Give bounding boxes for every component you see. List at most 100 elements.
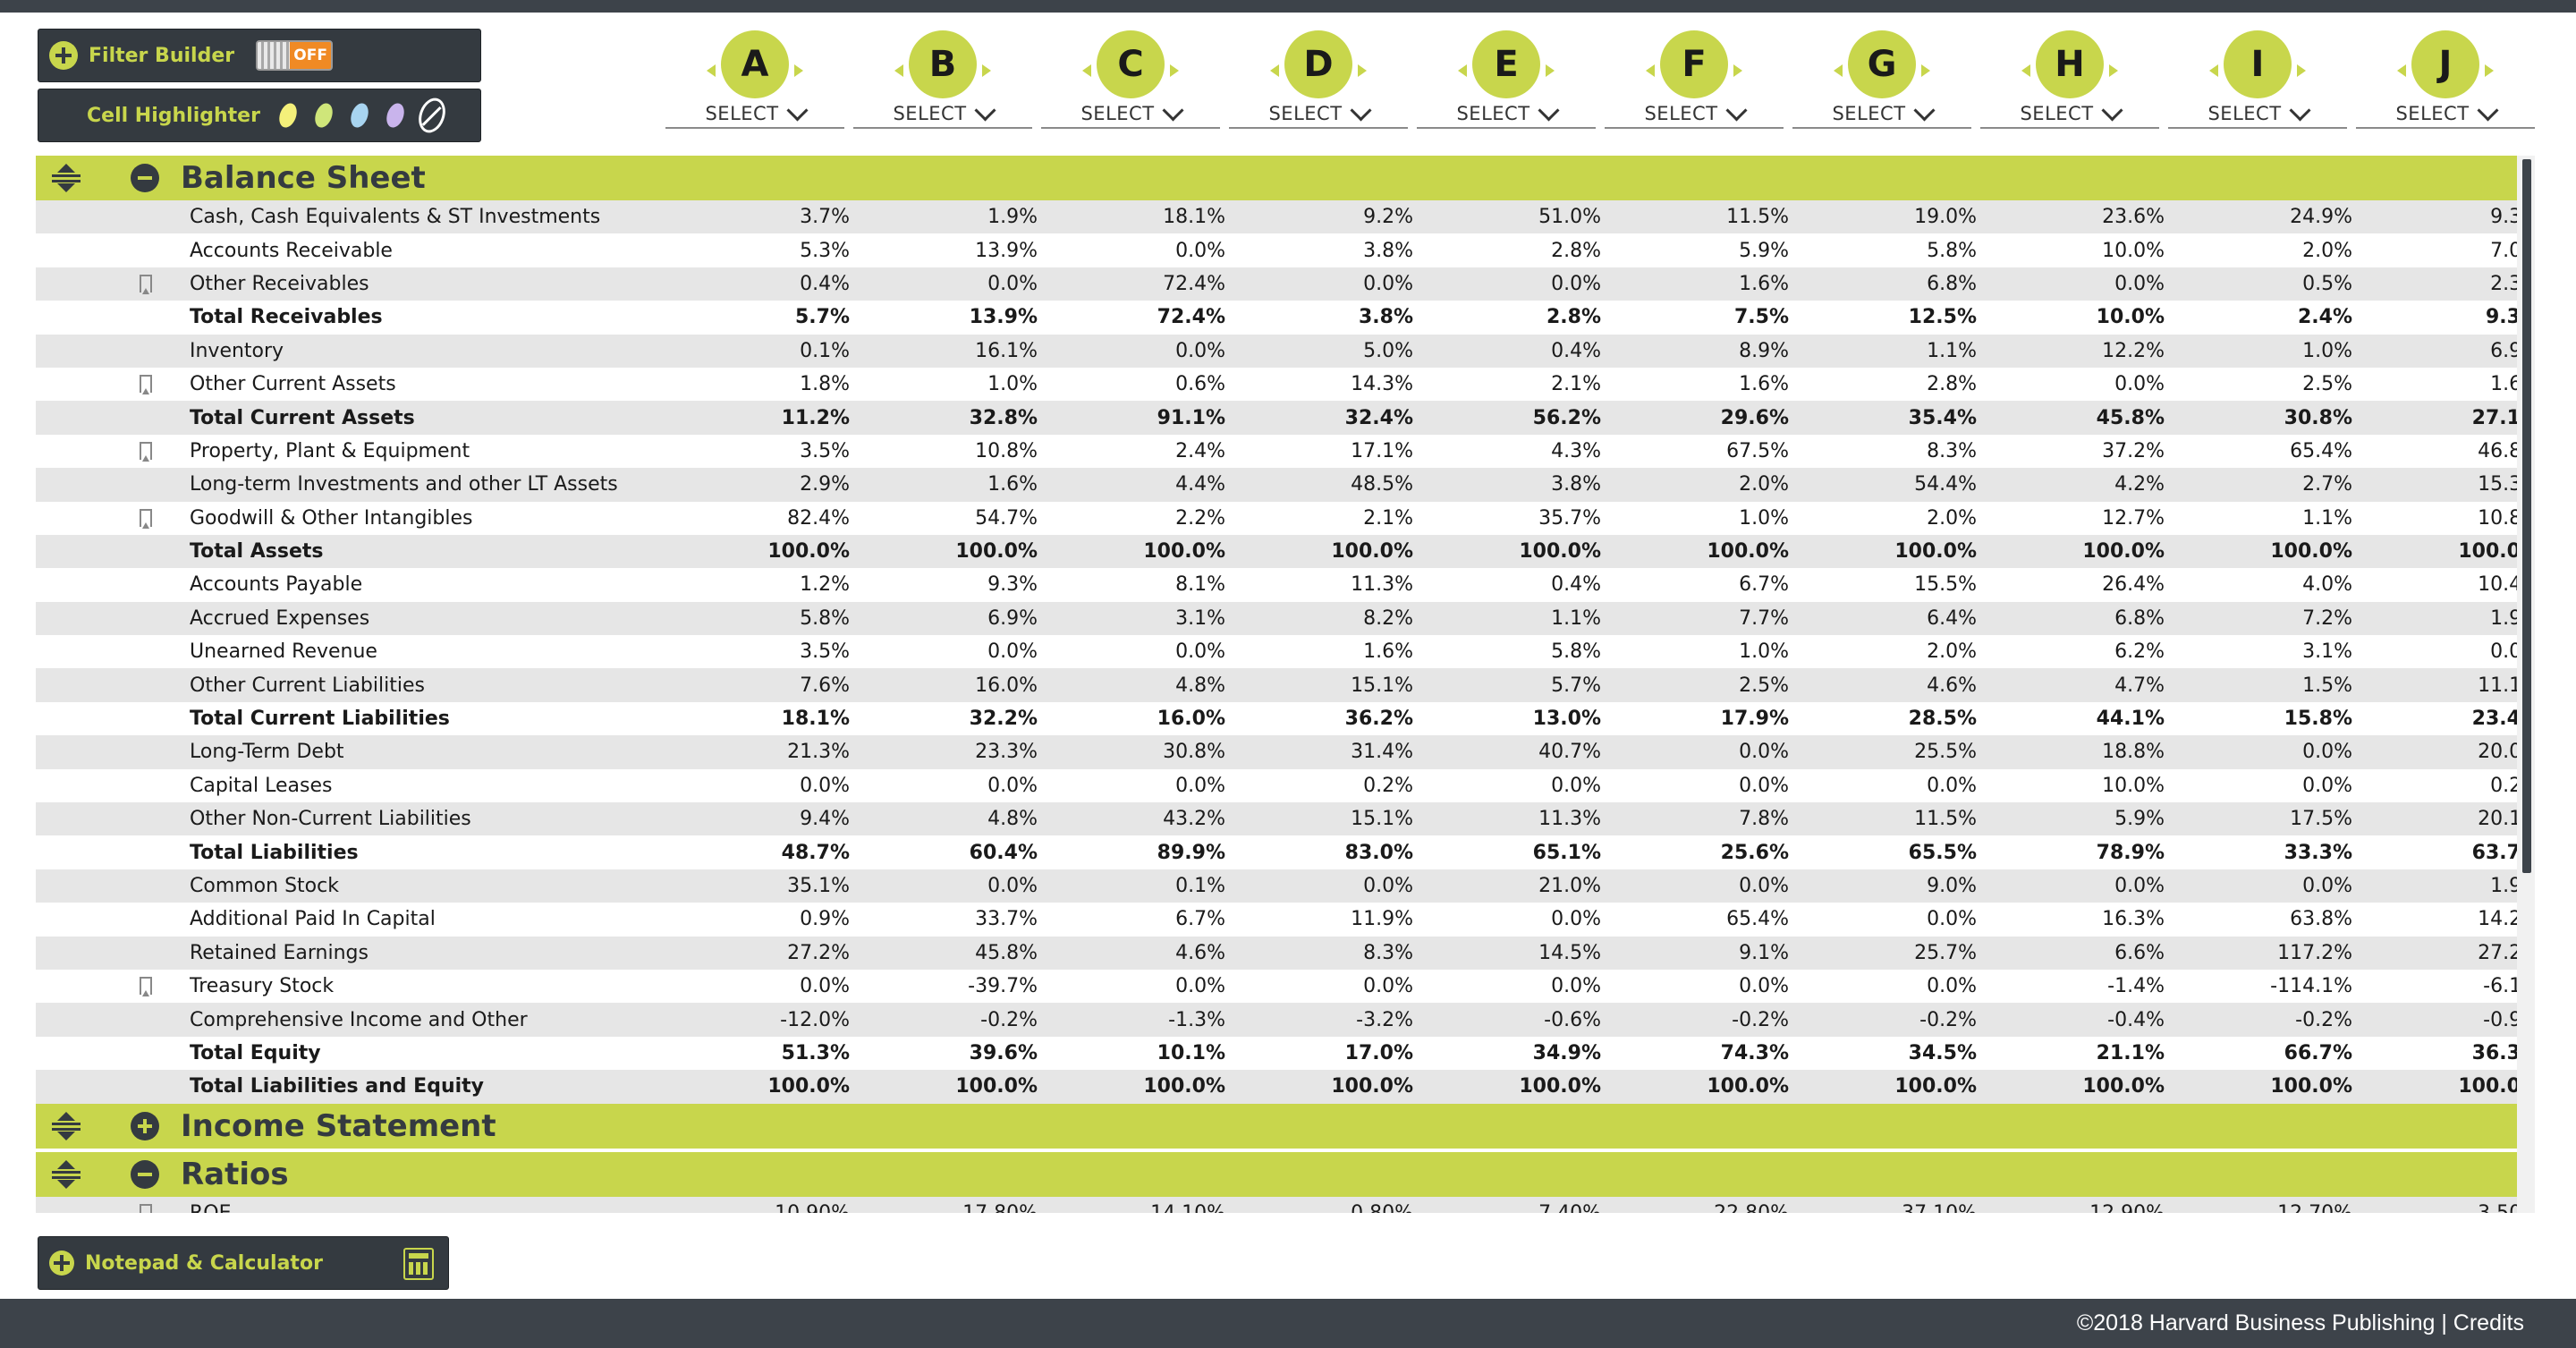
value-cell[interactable]: 1.6% (1606, 273, 1794, 295)
notepad-calculator-button[interactable]: Notepad & Calculator (38, 1236, 449, 1290)
value-cell[interactable]: 6.7% (1043, 908, 1231, 930)
value-cell[interactable]: 4.0% (2170, 573, 2358, 596)
value-cell[interactable]: 0.0% (1231, 273, 1419, 295)
value-cell[interactable]: 2.0% (2170, 240, 2358, 262)
value-cell[interactable]: 4.4% (1043, 473, 1231, 496)
value-cell[interactable]: 3.50% (2358, 1202, 2517, 1213)
value-cell[interactable]: 10.4% (2358, 573, 2517, 596)
value-cell[interactable]: 3.8% (1231, 306, 1419, 328)
value-cell[interactable]: 3.1% (1043, 607, 1231, 630)
value-cell[interactable]: 37.10% (1794, 1202, 1982, 1213)
value-cell[interactable]: 26.4% (1982, 573, 2170, 596)
add-filter-icon[interactable] (49, 41, 78, 70)
eraser-icon[interactable] (414, 94, 450, 136)
value-cell[interactable]: 1.1% (1794, 340, 1982, 362)
value-cell[interactable]: 2.8% (1794, 373, 1982, 395)
column-select-dropdown[interactable]: SELECT (1417, 100, 1596, 129)
value-cell[interactable]: 16.3% (1982, 908, 2170, 930)
value-cell[interactable]: 2.1% (1231, 507, 1419, 530)
value-cell[interactable]: 67.5% (1606, 440, 1794, 462)
value-cell[interactable]: 65.4% (1606, 908, 1794, 930)
value-cell[interactable]: 12.2% (1982, 340, 2170, 362)
value-cell[interactable]: 9.1% (1606, 942, 1794, 964)
scrollbar-thumb[interactable] (2522, 159, 2531, 873)
value-cell[interactable]: 32.2% (855, 708, 1043, 730)
value-cell[interactable]: 0.0% (2170, 875, 2358, 897)
value-cell[interactable]: 10.0% (1982, 306, 2170, 328)
value-cell[interactable]: 17.0% (1231, 1042, 1419, 1064)
value-cell[interactable]: 14.2% (2358, 908, 2517, 930)
value-cell[interactable]: 100.0% (2170, 1075, 2358, 1098)
expand-section-icon[interactable] (131, 1112, 159, 1140)
value-cell[interactable]: 7.6% (667, 674, 855, 697)
value-cell[interactable]: 46.8% (2358, 440, 2517, 462)
value-cell[interactable]: 40.7% (1419, 741, 1606, 763)
value-cell[interactable]: -39.7% (855, 975, 1043, 997)
bookmark-cell[interactable] (36, 1197, 190, 1213)
value-cell[interactable]: 22.80% (1606, 1202, 1794, 1213)
value-cell[interactable]: 0.80% (1231, 1202, 1419, 1213)
value-cell[interactable]: 91.1% (1043, 407, 1231, 429)
value-cell[interactable]: -1.3% (1043, 1009, 1231, 1031)
value-cell[interactable]: 2.4% (1043, 440, 1231, 462)
value-cell[interactable]: 0.0% (1043, 240, 1231, 262)
value-cell[interactable]: 5.8% (667, 607, 855, 630)
value-cell[interactable]: -6.1% (2358, 975, 2517, 997)
value-cell[interactable]: 14.5% (1419, 942, 1606, 964)
value-cell[interactable]: 3.5% (667, 440, 855, 462)
value-cell[interactable]: 0.9% (667, 908, 855, 930)
column-select-dropdown[interactable]: SELECT (2356, 100, 2535, 129)
value-cell[interactable]: 18.1% (667, 708, 855, 730)
value-cell[interactable]: 17.80% (855, 1202, 1043, 1213)
value-cell[interactable]: 74.3% (1606, 1042, 1794, 1064)
value-cell[interactable]: 6.8% (1794, 273, 1982, 295)
value-cell[interactable]: 0.0% (1794, 908, 1982, 930)
value-cell[interactable]: 11.2% (667, 407, 855, 429)
value-cell[interactable]: 54.7% (855, 507, 1043, 530)
value-cell[interactable]: 32.4% (1231, 407, 1419, 429)
value-cell[interactable]: 11.5% (1794, 808, 1982, 830)
value-cell[interactable]: 35.4% (1794, 407, 1982, 429)
value-cell[interactable]: 7.5% (1606, 306, 1794, 328)
drag-sort-icon[interactable] (50, 1160, 82, 1189)
value-cell[interactable]: 0.0% (1419, 273, 1606, 295)
column-select-dropdown[interactable]: SELECT (1792, 100, 1971, 129)
value-cell[interactable]: 0.0% (2358, 640, 2517, 663)
value-cell[interactable]: 8.3% (1794, 440, 1982, 462)
value-cell[interactable]: 0.0% (1606, 741, 1794, 763)
value-cell[interactable]: 33.7% (855, 908, 1043, 930)
column-select-dropdown[interactable]: SELECT (1229, 100, 1408, 129)
value-cell[interactable]: 10.8% (855, 440, 1043, 462)
value-cell[interactable]: 36.3% (2358, 1042, 2517, 1064)
value-cell[interactable]: 100.0% (855, 540, 1043, 563)
value-cell[interactable]: 2.0% (1606, 473, 1794, 496)
bookmark-cell[interactable] (36, 502, 190, 535)
value-cell[interactable]: 2.1% (1419, 373, 1606, 395)
value-cell[interactable]: 15.8% (2170, 708, 2358, 730)
value-cell[interactable]: 100.0% (2358, 540, 2517, 563)
value-cell[interactable]: 1.0% (1606, 640, 1794, 663)
value-cell[interactable]: 83.0% (1231, 842, 1419, 864)
value-cell[interactable]: 100.0% (1794, 1075, 1982, 1098)
bookmark-icon[interactable] (140, 375, 152, 393)
value-cell[interactable]: 0.0% (855, 640, 1043, 663)
value-cell[interactable]: 19.0% (1794, 206, 1982, 228)
value-cell[interactable]: 4.6% (1794, 674, 1982, 697)
value-cell[interactable]: 5.9% (1982, 808, 2170, 830)
highlight-blue-swatch[interactable] (348, 101, 371, 130)
value-cell[interactable]: 16.0% (855, 674, 1043, 697)
value-cell[interactable]: 16.0% (1043, 708, 1231, 730)
value-cell[interactable]: 0.1% (1043, 875, 1231, 897)
filter-builder-toggle[interactable]: OFF (256, 40, 333, 71)
value-cell[interactable]: 2.0% (1794, 507, 1982, 530)
bookmark-icon[interactable] (140, 275, 152, 292)
value-cell[interactable]: 33.3% (2170, 842, 2358, 864)
value-cell[interactable]: 1.8% (667, 373, 855, 395)
value-cell[interactable]: 48.5% (1231, 473, 1419, 496)
add-note-icon[interactable] (49, 1251, 74, 1276)
value-cell[interactable]: 100.0% (667, 1075, 855, 1098)
value-cell[interactable]: 23.4% (2358, 708, 2517, 730)
value-cell[interactable]: 1.1% (1419, 607, 1606, 630)
value-cell[interactable]: 1.9% (2358, 875, 2517, 897)
value-cell[interactable]: -0.2% (1794, 1009, 1982, 1031)
